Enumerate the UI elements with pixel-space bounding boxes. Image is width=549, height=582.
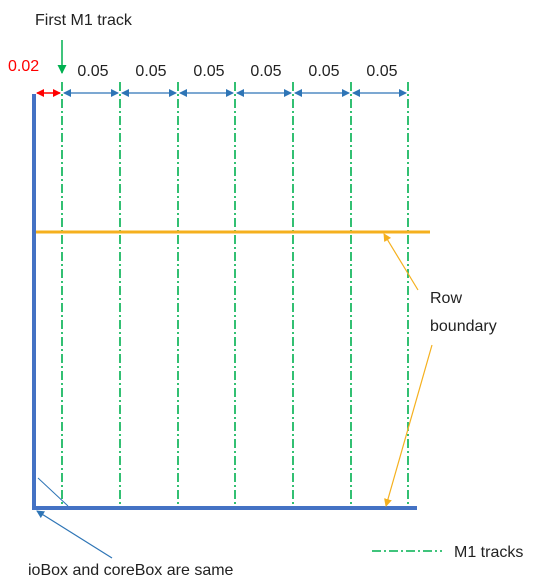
pitch-label-6: 0.05 bbox=[366, 63, 397, 80]
row-boundary-pointer-bottom bbox=[384, 344, 433, 507]
pitch-label-2: 0.05 bbox=[135, 63, 166, 80]
offset-label: 0.02 bbox=[8, 58, 39, 75]
first-track-label: First M1 track bbox=[35, 12, 133, 29]
row-boundary-label-line2: boundary bbox=[430, 318, 497, 335]
io-core-box-outline bbox=[32, 94, 417, 510]
pitch-label-5: 0.05 bbox=[308, 63, 339, 80]
pitch-label-4: 0.05 bbox=[250, 63, 281, 80]
row-boundary-pointer-top bbox=[383, 233, 419, 291]
corner-diagonal bbox=[37, 477, 69, 507]
row-boundary-label-line1: Row bbox=[430, 290, 462, 307]
iobox-note-pointer bbox=[36, 510, 113, 559]
legend-tracks-label: M1 tracks bbox=[454, 544, 523, 561]
m1-tracks bbox=[61, 82, 409, 508]
iobox-note-label: ioBox and coreBox are same bbox=[28, 562, 234, 579]
pitch-label-3: 0.05 bbox=[193, 63, 224, 80]
pitch-label-1: 0.05 bbox=[77, 63, 108, 80]
